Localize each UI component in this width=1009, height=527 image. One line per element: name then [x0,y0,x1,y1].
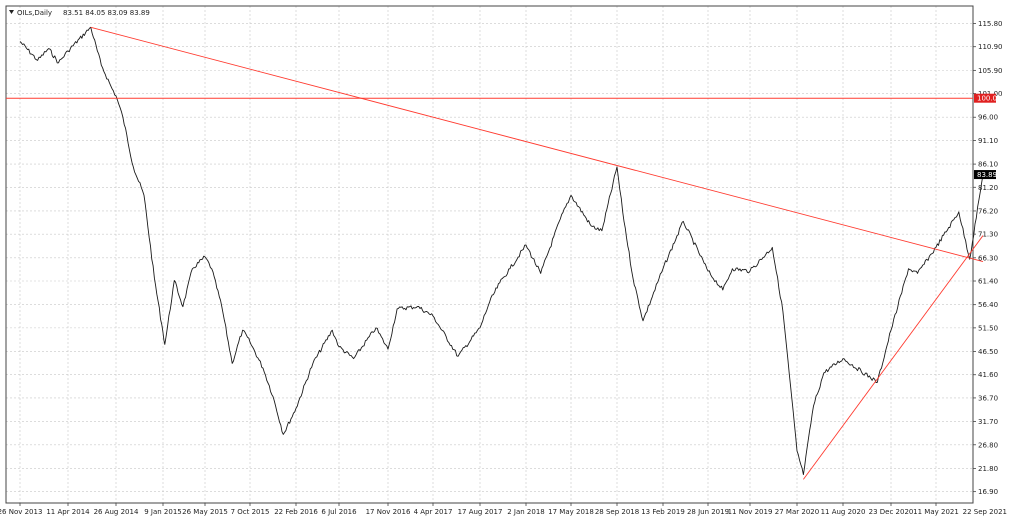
y-tick-label: 31.70 [978,418,998,426]
x-tick-label: 27 Mar 2020 [775,508,819,516]
x-tick-label: 7 Oct 2015 [231,508,270,516]
y-tick-label: 61.40 [978,278,998,286]
y-tick-label: 46.50 [978,348,998,356]
y-tick-label: 56.40 [978,301,998,309]
y-tick-label: 21.80 [978,465,998,473]
last-price-badge-background [974,170,996,180]
price-series-line [19,26,984,476]
y-tick-label: 41.60 [978,371,998,379]
y-tick-label: 96.00 [978,114,998,122]
trend-line-1[interactable] [90,26,984,263]
y-tick-label: 76.20 [978,207,998,215]
trend-line-2[interactable] [803,235,984,480]
x-tick-label: 26 Aug 2014 [94,508,139,516]
x-tick-label: 23 Dec 2020 [869,508,914,516]
badge-layer: 100.02 83.89 [974,93,1002,180]
level-price-badge: 100.02 [977,95,1002,103]
x-tick-label: 22 Sep 2021 [963,508,1007,516]
x-tick-label: 17 Nov 2016 [366,508,411,516]
x-tick-label: 11 Apr 2014 [46,508,90,516]
y-tick-label: 86.10 [978,161,998,169]
y-tick-label: 105.90 [978,67,1003,75]
triangle-down-icon[interactable] [9,10,14,14]
grid-layer [6,6,973,503]
y-tick-label: 51.50 [978,324,998,332]
x-tick-label: 13 Feb 2019 [641,508,685,516]
y-tick-label: 81.20 [978,184,998,192]
x-tick-label: 26 May 2015 [182,508,228,516]
x-tick-label: 17 Aug 2017 [458,508,503,516]
y-tick-label: 16.90 [978,488,998,496]
y-tick-label: 36.70 [978,394,998,402]
series-layer [19,26,984,476]
y-tick-label: 66.30 [978,254,998,262]
x-tick-label: 4 Apr 2017 [414,508,453,516]
y-tick-label: 71.30 [978,231,998,239]
x-tick-label: 2 Jan 2018 [507,508,545,516]
x-tick-label: 11 May 2021 [913,508,959,516]
y-tick-label: 115.80 [978,20,1003,28]
y-tick-label: 91.10 [978,137,998,145]
ohlc-values: 83.51 84.05 83.09 83.89 [63,9,150,17]
x-tick-label: 22 Feb 2016 [274,508,318,516]
trend-layer [6,26,984,480]
chart-header: OILs,Daily 83.51 84.05 83.09 83.89 [9,9,150,17]
x-tick-label: 17 May 2018 [548,508,594,516]
x-tick-label: 6 Jul 2016 [321,508,357,516]
x-axis: 26 Nov 2013 11 Apr 2014 26 Aug 2014 9 Jan 2… [0,503,1007,516]
x-tick-label: 9 Jan 2015 [144,508,182,516]
last-price-badge: 83.89 [977,171,997,179]
y-axis: 115.80110.90105.90101.0096.0091.1086.108… [973,20,1003,496]
symbol-label: OILs,Daily [17,9,52,17]
plot-frame [5,5,974,504]
x-tick-label: 28 Jun 2019 [687,508,729,516]
y-tick-label: 26.80 [978,441,998,449]
x-tick-label: 26 Nov 2013 [0,508,42,516]
level-price-badge-background [974,93,996,103]
x-tick-label: 11 Aug 2020 [821,508,866,516]
x-tick-label: 11 Nov 2019 [728,508,773,516]
y-tick-label: 110.90 [978,43,1003,51]
x-tick-label: 28 Sep 2018 [595,508,639,516]
